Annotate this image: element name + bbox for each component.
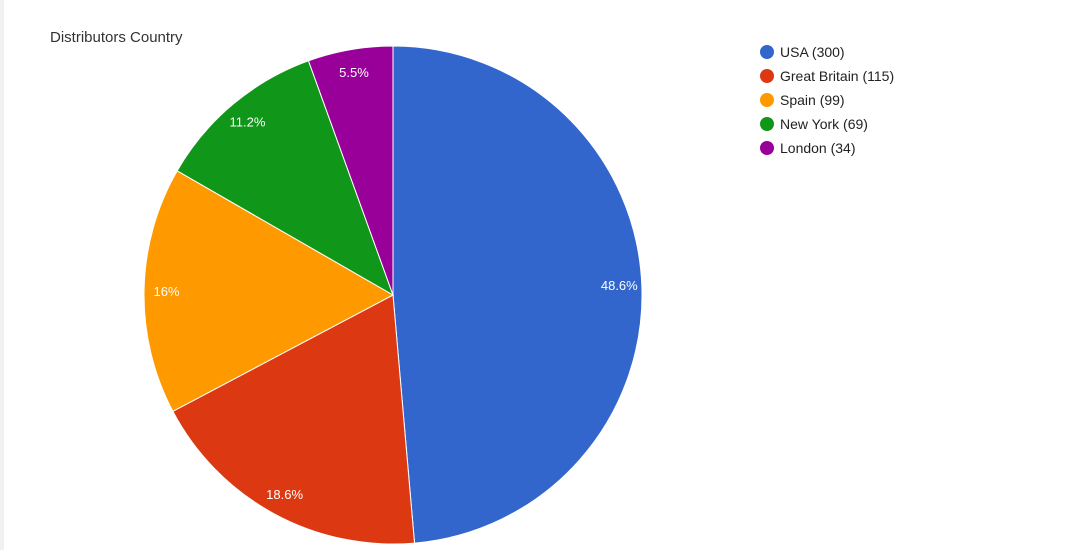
legend-label-london: London (34) — [780, 140, 856, 156]
legend-label-spain: Spain (99) — [780, 92, 845, 108]
legend-label-usa: USA (300) — [780, 44, 845, 60]
pie-slice-usa[interactable] — [392, 45, 643, 544]
legend-marker-great-britain — [760, 69, 774, 83]
legend: USA (300) Great Britain (115) Spain (99) Ne… — [760, 44, 894, 156]
legend-marker-london — [760, 141, 774, 155]
legend-label-great-britain: Great Britain (115) — [780, 68, 894, 84]
legend-item-new-york[interactable]: New York (69) — [760, 116, 868, 132]
legend-item-usa[interactable]: USA (300) — [760, 44, 845, 60]
legend-marker-new-york — [760, 117, 774, 131]
legend-item-spain[interactable]: Spain (99) — [760, 92, 845, 108]
slice-label-london: 5.5% — [339, 65, 369, 80]
legend-marker-spain — [760, 93, 774, 107]
page-edge — [0, 0, 4, 550]
legend-item-great-britain[interactable]: Great Britain (115) — [760, 68, 894, 84]
pie-slice-london[interactable] — [307, 45, 394, 296]
legend-item-london[interactable]: London (34) — [760, 140, 856, 156]
slice-label-spain: 16% — [153, 284, 179, 299]
legend-label-new-york: New York (69) — [780, 116, 868, 132]
pie-slice-spain[interactable] — [143, 170, 395, 413]
pie-slice-great-britain[interactable] — [172, 294, 416, 545]
pie-slice-new-york[interactable] — [176, 60, 394, 297]
chart-title: Distributors Country — [50, 29, 183, 46]
pie-slices — [143, 45, 643, 545]
slice-label-new-york: 11.2% — [230, 114, 266, 129]
slice-label-usa: 48.6% — [601, 278, 638, 293]
legend-marker-usa — [760, 45, 774, 59]
slice-label-great-britain: 18.6% — [266, 487, 303, 502]
pie-slice-labels: 48.6% 18.6% 16% 11.2% 5.5% — [153, 65, 638, 502]
